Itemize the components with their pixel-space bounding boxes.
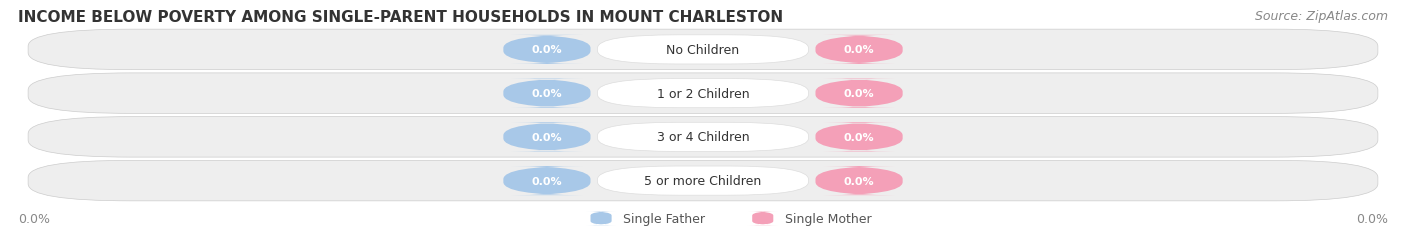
Text: 0.0%: 0.0% — [844, 132, 875, 142]
Text: Single Mother: Single Mother — [785, 212, 872, 225]
FancyBboxPatch shape — [815, 36, 903, 65]
FancyBboxPatch shape — [815, 123, 903, 152]
Text: INCOME BELOW POVERTY AMONG SINGLE-PARENT HOUSEHOLDS IN MOUNT CHARLESTON: INCOME BELOW POVERTY AMONG SINGLE-PARENT… — [18, 10, 783, 25]
Text: 5 or more Children: 5 or more Children — [644, 174, 762, 187]
FancyBboxPatch shape — [748, 211, 778, 225]
Text: Source: ZipAtlas.com: Source: ZipAtlas.com — [1254, 10, 1388, 23]
FancyBboxPatch shape — [598, 36, 808, 65]
Text: 0.0%: 0.0% — [844, 176, 875, 186]
Text: 0.0%: 0.0% — [1355, 212, 1388, 225]
FancyBboxPatch shape — [503, 36, 591, 65]
FancyBboxPatch shape — [586, 211, 616, 225]
FancyBboxPatch shape — [598, 123, 808, 152]
FancyBboxPatch shape — [598, 166, 808, 195]
FancyBboxPatch shape — [598, 79, 808, 108]
FancyBboxPatch shape — [503, 79, 591, 108]
Text: No Children: No Children — [666, 44, 740, 57]
Text: 0.0%: 0.0% — [531, 132, 562, 142]
FancyBboxPatch shape — [28, 30, 1378, 70]
Text: 0.0%: 0.0% — [18, 212, 51, 225]
Text: Single Father: Single Father — [623, 212, 704, 225]
FancyBboxPatch shape — [28, 117, 1378, 158]
FancyBboxPatch shape — [28, 161, 1378, 201]
Text: 0.0%: 0.0% — [844, 89, 875, 99]
FancyBboxPatch shape — [28, 73, 1378, 114]
Text: 0.0%: 0.0% — [531, 89, 562, 99]
FancyBboxPatch shape — [815, 166, 903, 195]
Text: 0.0%: 0.0% — [844, 45, 875, 55]
FancyBboxPatch shape — [503, 166, 591, 195]
FancyBboxPatch shape — [815, 79, 903, 108]
Text: 3 or 4 Children: 3 or 4 Children — [657, 131, 749, 144]
Text: 1 or 2 Children: 1 or 2 Children — [657, 87, 749, 100]
FancyBboxPatch shape — [503, 123, 591, 152]
Text: 0.0%: 0.0% — [531, 176, 562, 186]
Text: 0.0%: 0.0% — [531, 45, 562, 55]
